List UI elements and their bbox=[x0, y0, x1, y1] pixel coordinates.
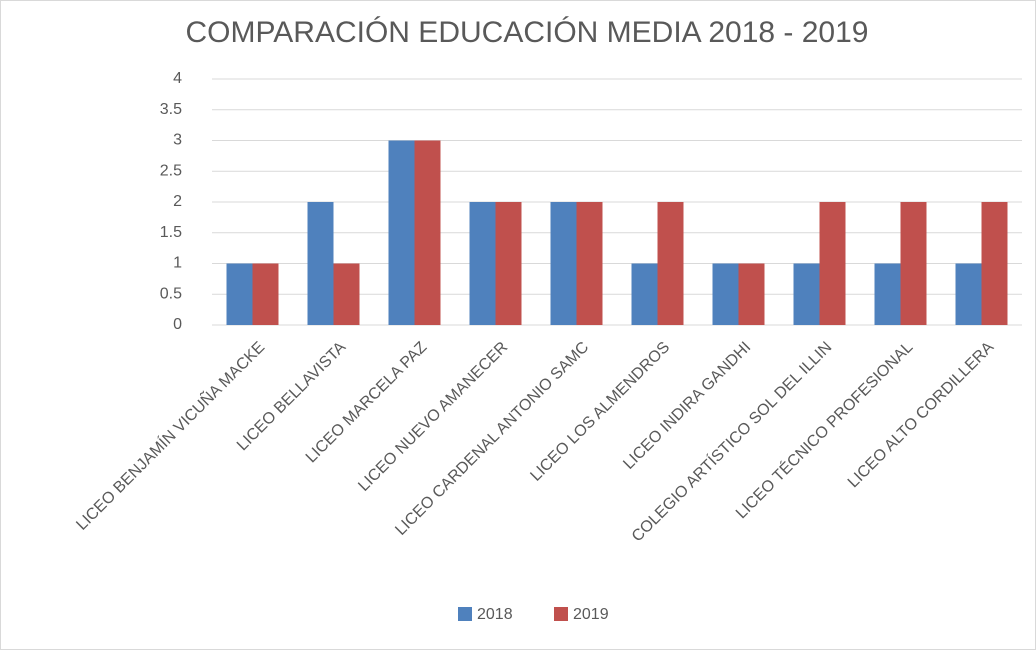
bar bbox=[469, 202, 496, 325]
y-tick-label: 2 bbox=[173, 193, 182, 210]
y-tick-label: 0.5 bbox=[160, 285, 182, 302]
bar bbox=[819, 202, 846, 325]
bar bbox=[631, 263, 658, 325]
y-tick-label: 4 bbox=[173, 70, 182, 87]
bar bbox=[388, 140, 415, 325]
y-tick-label: 1 bbox=[173, 255, 182, 272]
bar bbox=[900, 202, 927, 325]
bar bbox=[955, 263, 982, 325]
y-tick-label: 3 bbox=[173, 132, 182, 149]
bar bbox=[981, 202, 1008, 325]
bar bbox=[550, 202, 577, 325]
y-tick-label: 0 bbox=[173, 316, 182, 333]
bar bbox=[226, 263, 253, 325]
legend-label: 2018 bbox=[477, 606, 513, 623]
bar bbox=[657, 202, 684, 325]
y-tick-label: 2.5 bbox=[160, 162, 182, 179]
y-tick-label: 3.5 bbox=[160, 101, 182, 118]
bar bbox=[576, 202, 603, 325]
legend-label: 2019 bbox=[573, 606, 609, 623]
bar bbox=[874, 263, 901, 325]
legend-swatch bbox=[554, 607, 568, 621]
bar bbox=[495, 202, 522, 325]
bar bbox=[712, 263, 739, 325]
bar bbox=[414, 140, 441, 325]
chart-title: COMPARACIÓN EDUCACIÓN MEDIA 2018 - 2019 bbox=[186, 16, 869, 49]
bar bbox=[793, 263, 820, 325]
bar bbox=[333, 263, 360, 325]
legend-swatch bbox=[458, 607, 472, 621]
bar bbox=[252, 263, 279, 325]
y-tick-label: 1.5 bbox=[160, 224, 182, 241]
bar bbox=[307, 202, 334, 325]
bar bbox=[738, 263, 765, 325]
